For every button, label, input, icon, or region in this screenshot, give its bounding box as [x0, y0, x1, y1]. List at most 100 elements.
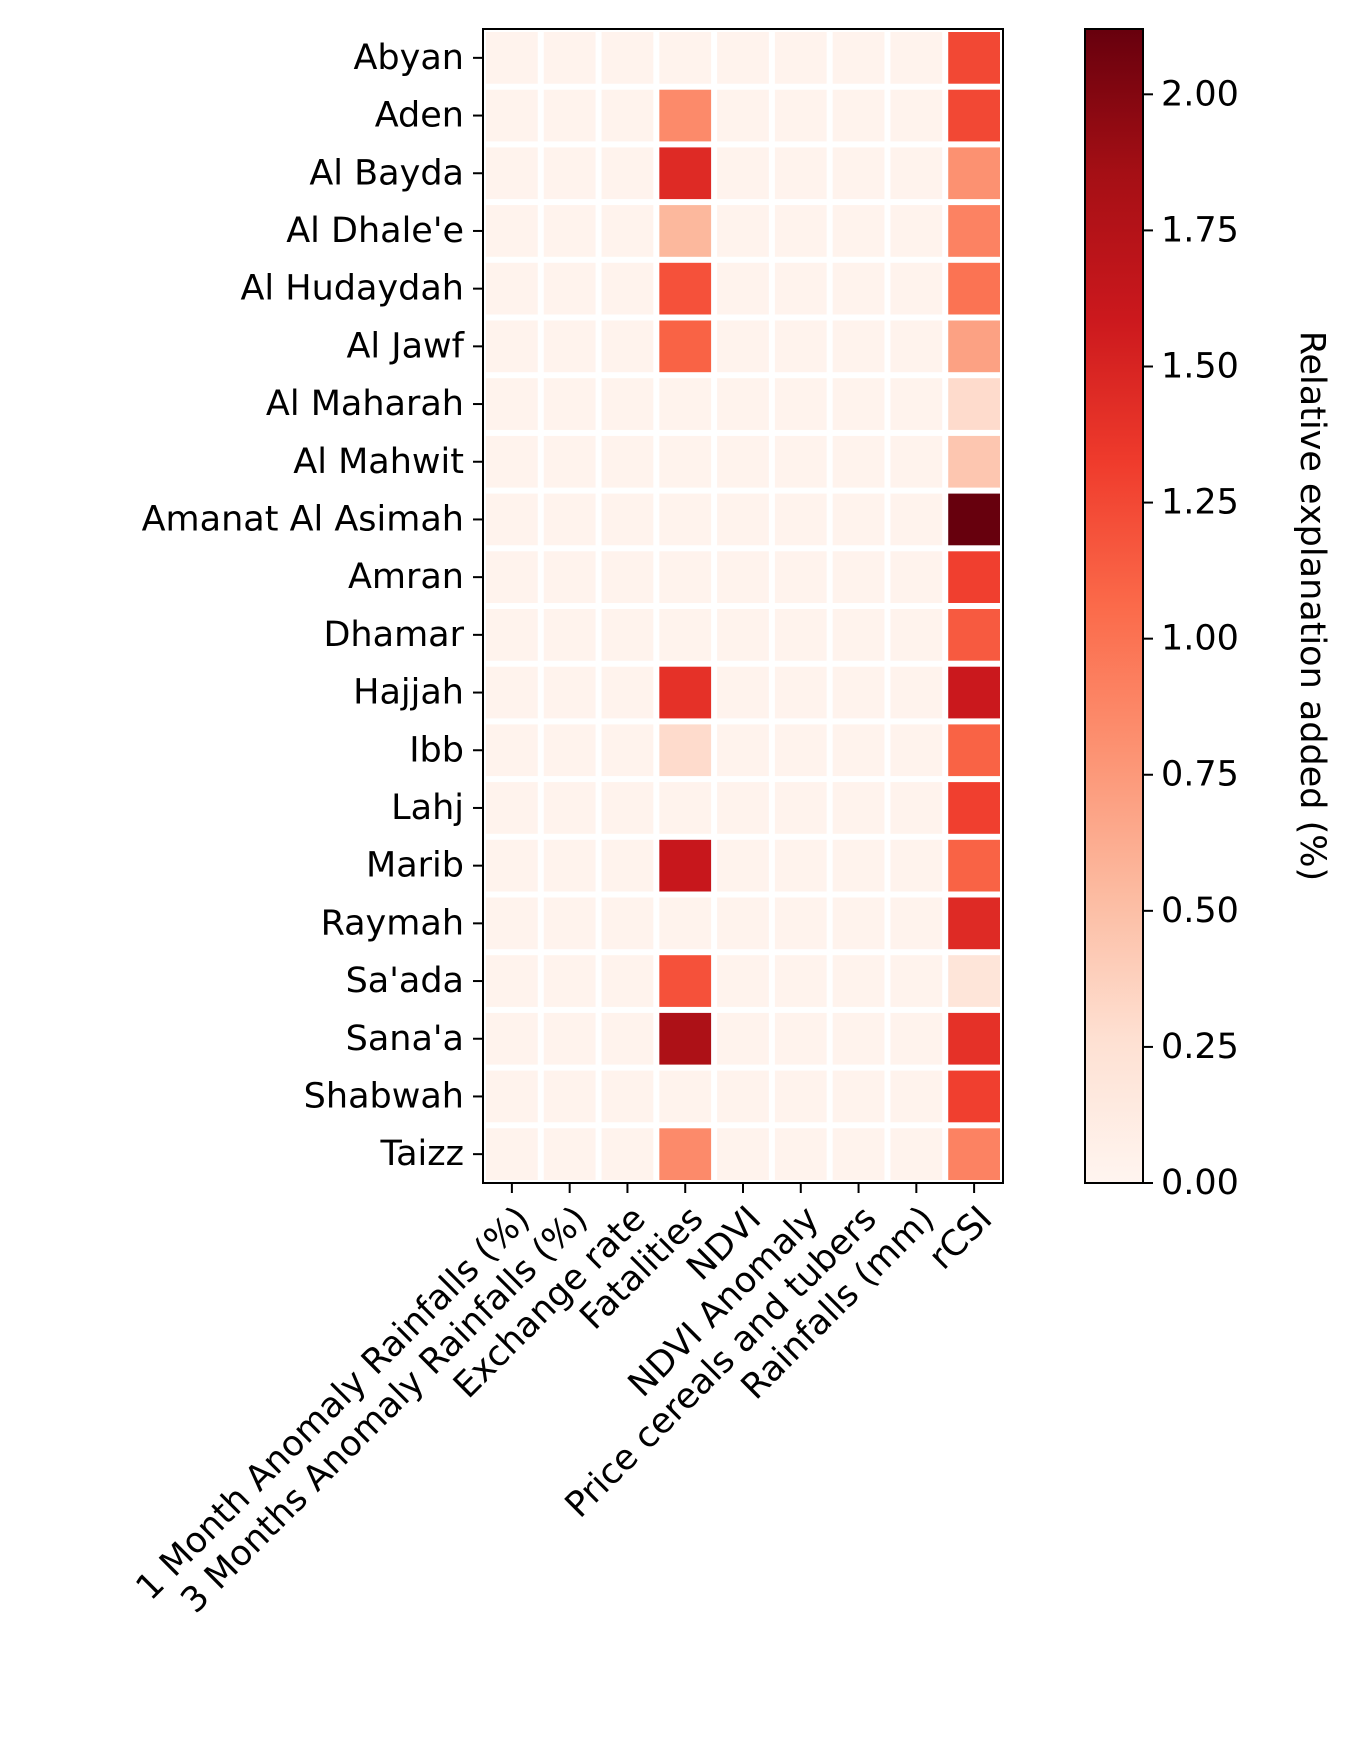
heatmap-cell: [717, 1070, 769, 1123]
heatmap-cell: [486, 205, 538, 257]
heatmap-cell: [486, 666, 538, 719]
heatmap-cell: [659, 609, 712, 661]
heatmap-cell: [832, 205, 885, 257]
heatmap-cell: [717, 205, 769, 257]
heatmap-cell: [486, 1128, 538, 1180]
heatmap-cell: [543, 955, 596, 1007]
heatmap-cell: [832, 378, 885, 430]
heatmap-cell: [717, 839, 769, 892]
heatmap-cell: [659, 955, 712, 1007]
heatmap-cell: [948, 147, 1000, 200]
x-tick-label: 3 Months Anomaly Rainfalls (%): [174, 1199, 596, 1621]
heatmap-cell: [601, 89, 654, 142]
y-tick-label: Dhamar: [323, 615, 464, 655]
heatmap-cell: [948, 609, 1000, 661]
heatmap-cell: [717, 262, 769, 315]
heatmap-cell: [717, 1128, 769, 1180]
heatmap-cell: [832, 551, 885, 603]
heatmap-cell: [659, 724, 712, 777]
y-tick-label: Raymah: [321, 903, 464, 943]
heatmap-cell: [890, 205, 943, 257]
colorbar-tick-label: 1.50: [1161, 346, 1239, 386]
heatmap-cell: [774, 724, 827, 777]
heatmap-cell: [601, 32, 654, 84]
y-axis: Abyan Aden Al Bayda Al Dhale'e Al Hudaydah Al…: [142, 38, 483, 1174]
heatmap-cell: [774, 955, 827, 1007]
heatmap-cell: [832, 1128, 885, 1180]
heatmap-cell: [774, 1070, 827, 1123]
heatmap-cell: [486, 320, 538, 373]
heatmap-cell: [890, 89, 943, 142]
colorbar-tick-label: 0.25: [1161, 1027, 1239, 1067]
heatmap-cell: [543, 666, 596, 719]
heatmap-cell: [659, 1070, 712, 1123]
heatmap-cell: [948, 839, 1000, 892]
heatmap-cell: [890, 493, 943, 546]
heatmap-cell: [717, 955, 769, 1007]
heatmap-cell: [774, 1012, 827, 1065]
heatmap-cell: [774, 147, 827, 200]
heatmap-cell: [717, 147, 769, 200]
heatmap-cell: [774, 782, 827, 834]
heatmap-cell: [832, 32, 885, 84]
heatmap-cell: [890, 724, 943, 777]
heatmap-cell: [601, 782, 654, 834]
heatmap-cell: [601, 1128, 654, 1180]
heatmap-cell: [774, 320, 827, 373]
heatmap-cell: [890, 320, 943, 373]
heatmap-cell: [543, 839, 596, 892]
heatmap-cell: [486, 955, 538, 1007]
heatmap-cell: [774, 666, 827, 719]
heatmap-cell: [774, 609, 827, 661]
heatmap-cell: [890, 1012, 943, 1065]
heatmap-cell: [659, 378, 712, 430]
heatmap-cell: [486, 609, 538, 661]
heatmap-cell: [601, 609, 654, 661]
heatmap-cell: [543, 724, 596, 777]
heatmap-cell: [890, 609, 943, 661]
heatmap-cell: [717, 1012, 769, 1065]
heatmap-cell: [717, 32, 769, 84]
heatmap-cell: [601, 897, 654, 950]
colorbar-tick-label: 0.50: [1161, 891, 1239, 931]
heatmap-cell: [832, 147, 885, 200]
heatmap-cell: [543, 262, 596, 315]
heatmap-cell: [659, 839, 712, 892]
y-tick-label: Sana'a: [346, 1019, 464, 1059]
colorbar-tick-label: 0.75: [1161, 755, 1239, 795]
heatmap-cell: [717, 897, 769, 950]
plot-background: [483, 29, 1003, 1183]
y-tick-label: Al Bayda: [309, 153, 464, 193]
heatmap-cell: [601, 205, 654, 257]
heatmap-cell: [486, 89, 538, 142]
heatmap-cell: [890, 262, 943, 315]
heatmap-cell: [774, 32, 827, 84]
heatmap-cell: [948, 320, 1000, 373]
heatmap-cell: [890, 147, 943, 200]
y-tick-label: Al Hudaydah: [240, 269, 464, 309]
heatmap-cell: [543, 1128, 596, 1180]
heatmap-cell: [659, 1012, 712, 1065]
y-tick-label: Al Maharah: [266, 384, 464, 424]
y-tick-label: Amran: [348, 557, 464, 597]
heatmap-cell: [948, 955, 1000, 1007]
y-tick-label: Shabwah: [304, 1076, 464, 1116]
heatmap-cell: [543, 89, 596, 142]
heatmap-cell: [717, 493, 769, 546]
heatmap-cell: [948, 666, 1000, 719]
heatmap-cell: [543, 320, 596, 373]
colorbar-tick-label: 2.00: [1161, 74, 1239, 114]
y-tick-label: Taizz: [379, 1134, 464, 1174]
heatmap-cell: [486, 435, 538, 488]
heatmap-cell: [601, 147, 654, 200]
heatmap-cell: [717, 609, 769, 661]
heatmap-cell: [832, 1070, 885, 1123]
heatmap-cell: [486, 147, 538, 200]
heatmap-cell: [948, 89, 1000, 142]
heatmap-cell: [543, 1070, 596, 1123]
heatmap-cell: [486, 262, 538, 315]
heatmap-cell: [948, 1128, 1000, 1180]
colorbar-tick-label: 0.00: [1161, 1163, 1239, 1203]
heatmap-cell: [659, 493, 712, 546]
heatmap-cell: [774, 839, 827, 892]
